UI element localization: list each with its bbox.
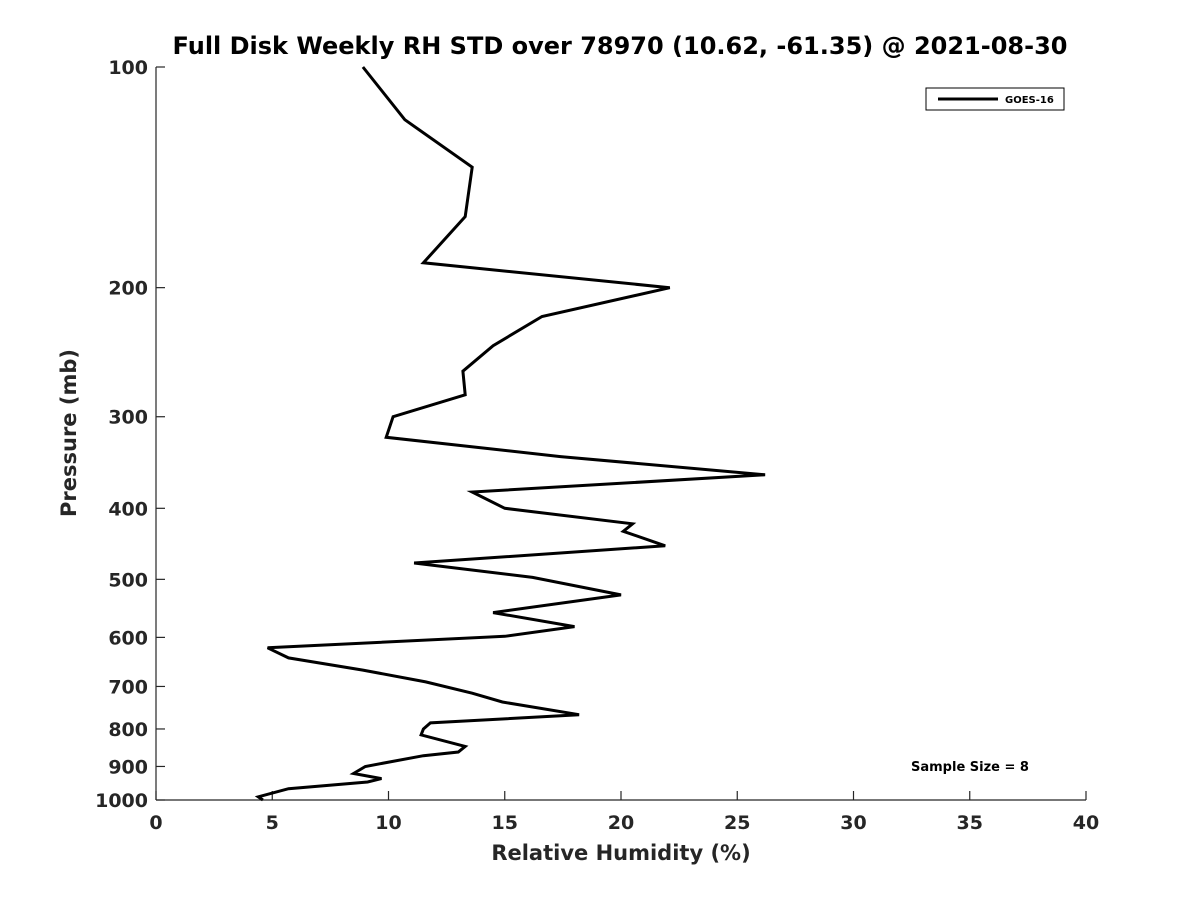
y-tick-label: 600: [108, 627, 148, 649]
x-tick-label: 10: [375, 812, 401, 834]
y-tick-label: 800: [108, 719, 148, 741]
x-tick-label: 35: [957, 812, 983, 834]
series-group: [254, 66, 766, 802]
series-line-goes-16: [254, 66, 766, 802]
legend-label-goes-16: GOES-16: [1005, 95, 1054, 106]
y-tick-label: 200: [108, 278, 148, 300]
x-tick-label: 15: [492, 812, 518, 834]
y-tick-label: 500: [108, 569, 148, 591]
x-tick-label: 25: [724, 812, 750, 834]
legend: GOES-16: [925, 87, 1065, 111]
y-tick-label: 300: [108, 407, 148, 429]
x-tick-label: 5: [266, 812, 279, 834]
sample-size-annotation: Sample Size = 8: [911, 760, 1029, 775]
x-tick-label: 40: [1073, 812, 1099, 834]
ticks-group: 0 5 10 15 20 25 30 35 40 100 200 300 400 500 600 700 800…: [95, 57, 1099, 834]
y-tick-label: 100: [108, 57, 148, 79]
y-tick-label: 900: [108, 756, 148, 778]
x-tick-label: 20: [608, 812, 634, 834]
y-tick-label: 1000: [95, 790, 148, 812]
x-tick-label: 30: [840, 812, 866, 834]
x-axis-label: Relative Humidity (%): [491, 841, 750, 865]
y-tick-label: 700: [108, 676, 148, 698]
y-tick-label: 400: [108, 498, 148, 520]
x-tick-label: 0: [149, 812, 162, 834]
chart-title: Full Disk Weekly RH STD over 78970 (10.6…: [173, 32, 1068, 60]
y-axis-label: Pressure (mb): [57, 349, 81, 517]
plot-area: [156, 67, 1086, 800]
